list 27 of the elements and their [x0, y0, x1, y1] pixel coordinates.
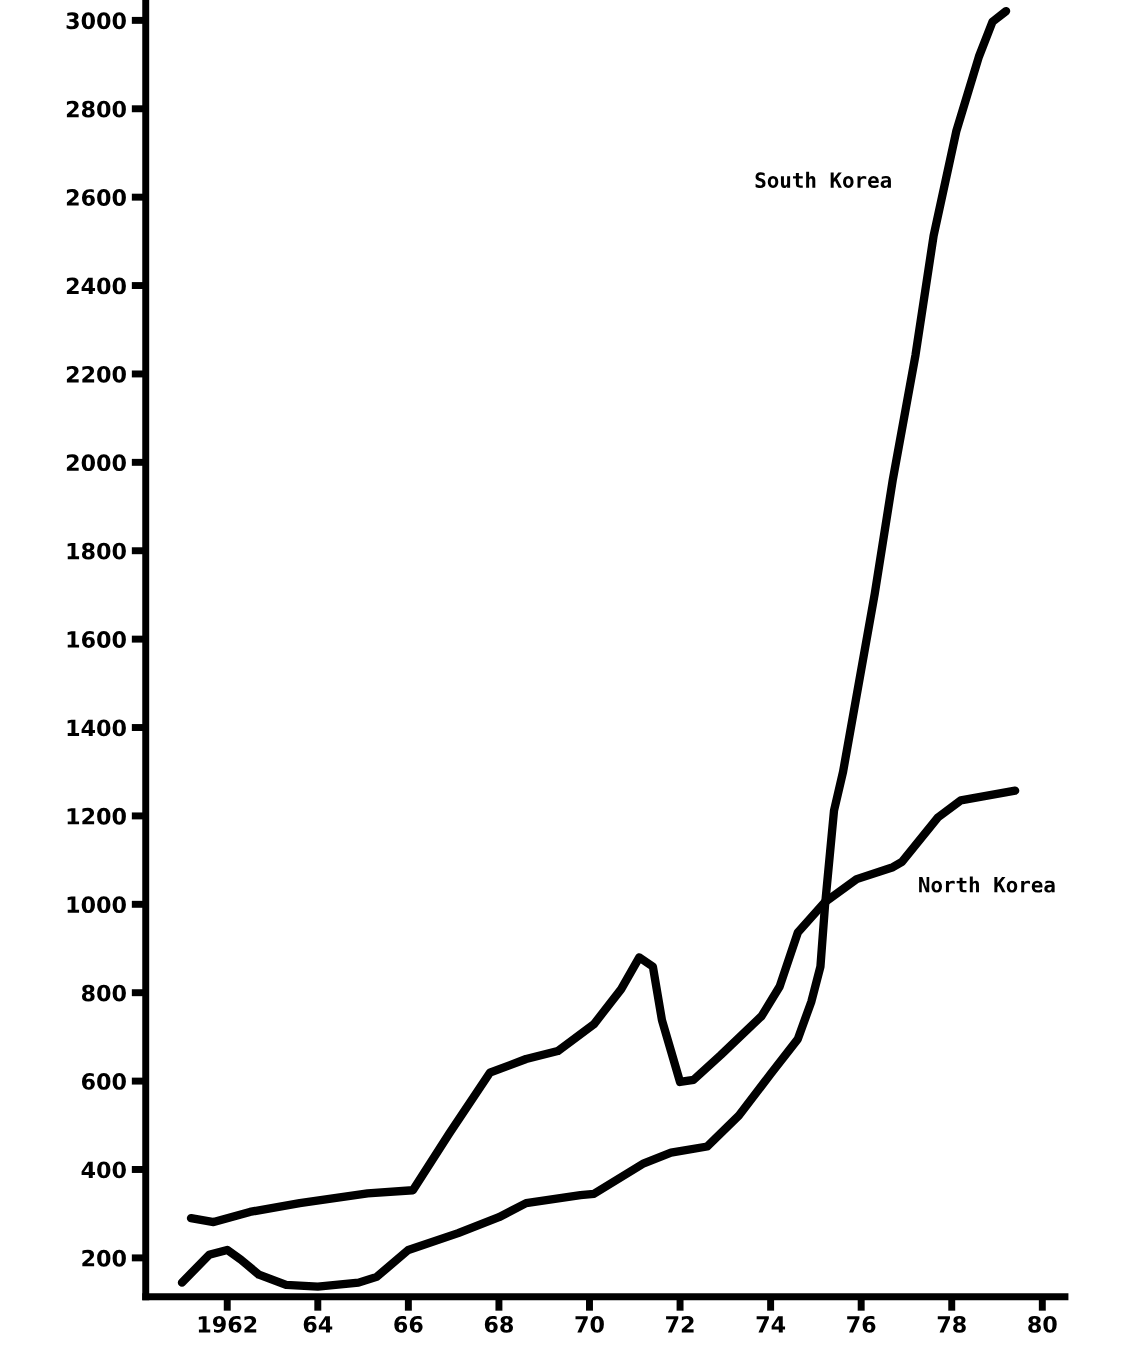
series-label: North Korea — [919, 876, 1055, 893]
y-tick-label: 1400 — [67, 719, 126, 737]
x-tick-label: 74 — [756, 1316, 786, 1333]
y-tick-label: 1200 — [67, 807, 126, 825]
x-tick-label: 80 — [1028, 1315, 1057, 1333]
y-tick-label: 800 — [81, 984, 126, 1002]
x-tick-label: 64 — [303, 1315, 333, 1333]
y-tick-label: 2600 — [66, 189, 126, 206]
x-tick-label: 78 — [937, 1315, 966, 1333]
y-tick-label: 1800 — [67, 542, 126, 560]
y-tick-label: 200 — [82, 1249, 126, 1267]
y-tick-label: 3000 — [66, 12, 126, 30]
y-tick-label: 1600 — [67, 631, 126, 648]
x-tick-label: 68 — [484, 1315, 514, 1333]
y-tick-label: 600 — [81, 1073, 126, 1090]
y-tick-label: 2800 — [66, 100, 126, 118]
y-tick-label: 2400 — [66, 277, 126, 295]
x-tick-label: 1962 — [198, 1315, 257, 1333]
text: South Korea — [755, 171, 891, 188]
y-tick-label: 1000 — [67, 896, 126, 914]
y-tick-label: 2000 — [66, 454, 126, 472]
y-tick-label: 400 — [81, 1161, 126, 1179]
x-tick-label: 70 — [575, 1315, 604, 1333]
y-tick-label: 2200 — [66, 365, 126, 383]
x-tick-label: 66 — [394, 1315, 423, 1333]
x-tick-label: 76 — [847, 1315, 876, 1333]
x-tick-label: 72 — [666, 1315, 694, 1333]
